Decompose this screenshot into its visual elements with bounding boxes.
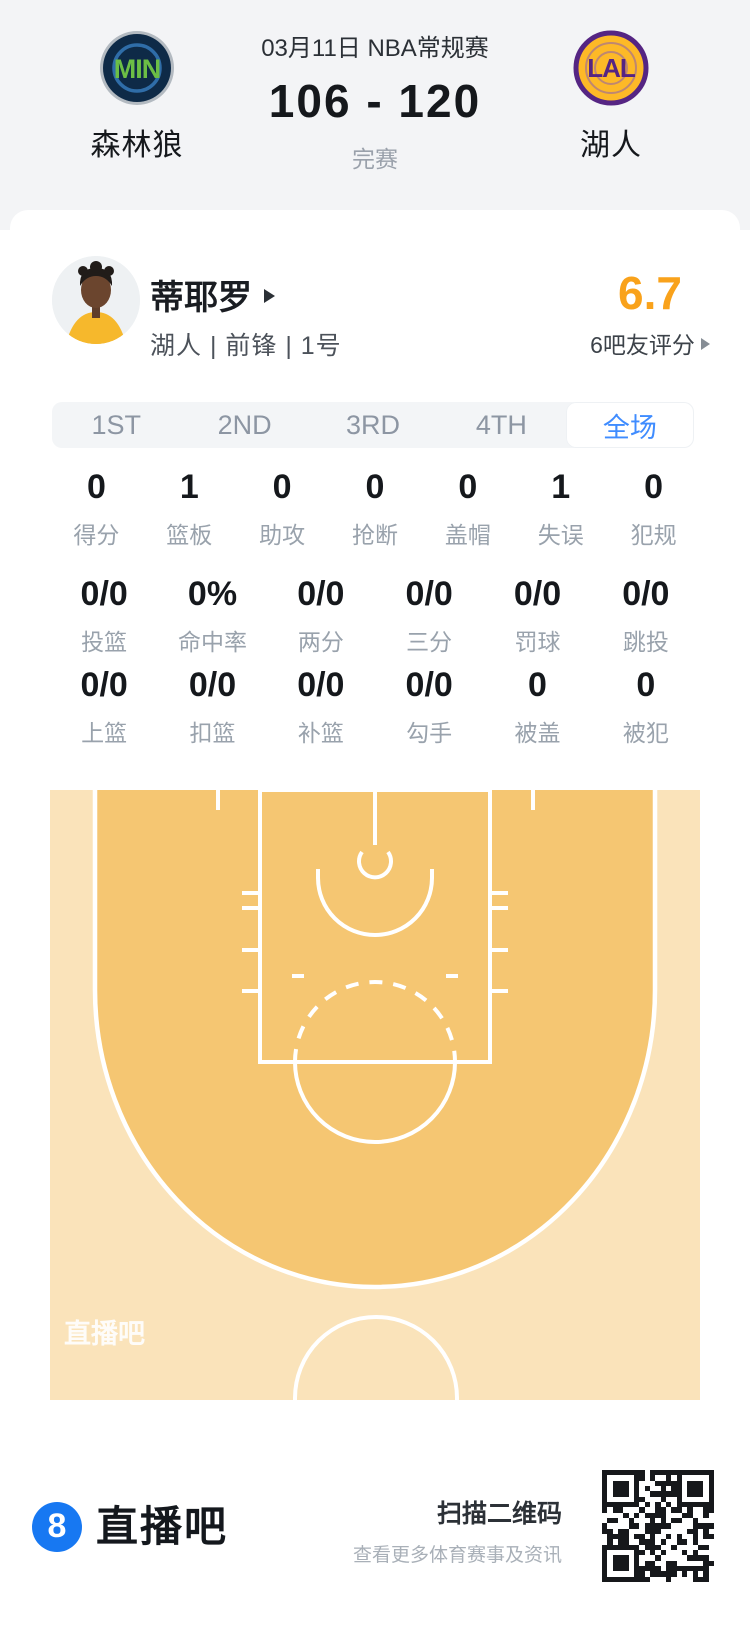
- player-detail-arrow-icon: [264, 289, 275, 303]
- stat-row-shot-types: 0/0 上篮 0/0 扣篮 0/0 补篮 0/0 勾手 0 被盖 0 被犯: [50, 666, 700, 748]
- rating-arrow-icon: [700, 338, 710, 350]
- svg-text:MIN: MIN: [114, 54, 161, 84]
- quarter-tabs: 1ST 2ND 3RD 4TH 全场: [52, 402, 695, 448]
- rating-label: 6吧友评分: [570, 326, 730, 360]
- stat-points: 0 得分: [73, 468, 120, 548]
- tab-1st[interactable]: 1ST: [91, 409, 141, 440]
- stat-jumpshot: 0/0 跳投: [622, 575, 670, 655]
- qr-title: 扫描二维码: [436, 1500, 562, 1528]
- player-name[interactable]: 蒂耶罗: [150, 270, 275, 319]
- stat-layup: 0/0 上篮: [80, 666, 128, 746]
- zhibo8-logo-icon: 8: [32, 1502, 82, 1552]
- footer-brand: 直播吧: [96, 1503, 229, 1550]
- qr-code: [602, 1470, 714, 1582]
- stat-ft: 0/0 罚球: [513, 575, 562, 655]
- stat-fg-pct: 0% 命中率: [177, 575, 247, 655]
- stat-blocks: 0 盖帽: [444, 468, 491, 548]
- stat-fg: 0/0 投篮: [80, 575, 128, 655]
- match-score: 106 - 120: [268, 75, 482, 127]
- stat-assists: 0 助攻: [259, 468, 306, 548]
- player-rating[interactable]: 6.7 6吧友评分: [570, 266, 730, 360]
- stat-blocked: 0 被盖: [514, 666, 561, 746]
- match-date: 03月11日 NBA常规赛: [261, 35, 489, 62]
- stat-fouled: 0 被犯: [622, 666, 669, 746]
- player-photo: [52, 256, 140, 344]
- tab-2nd[interactable]: 2ND: [217, 409, 272, 440]
- stat-row-shooting: 0/0 投篮 0% 命中率 0/0 两分 0/0 三分 0/0 罚球 0/0 跳投: [50, 575, 700, 657]
- match-status: 完赛: [352, 146, 398, 172]
- stat-steals: 0 抢断: [351, 468, 398, 548]
- qr-caption: 扫描二维码 查看更多体育赛事及资讯: [300, 1494, 562, 1567]
- team-home[interactable]: MIN 森林狼: [67, 30, 207, 164]
- lakers-logo-icon: LAL: [573, 30, 649, 106]
- team-home-name: 森林狼: [90, 129, 184, 162]
- svg-text:LAL: LAL: [587, 53, 636, 83]
- stat-2pt: 0/0 两分: [297, 575, 345, 655]
- court-watermark: 直播吧: [64, 1319, 145, 1349]
- timberwolves-logo-icon: MIN: [100, 31, 174, 105]
- stat-rebounds: 1 篮板: [166, 468, 213, 548]
- qr-subtitle: 查看更多体育赛事及资讯: [352, 1545, 562, 1566]
- stat-3pt: 0/0 三分: [405, 575, 453, 655]
- player-meta: 湖人 | 前锋 | 1号: [150, 332, 342, 360]
- stat-dunk: 0/0 扣篮: [188, 666, 237, 746]
- rating-value: 6.7: [618, 267, 682, 319]
- stat-putback: 0/0 补篮: [297, 666, 345, 746]
- tab-4th[interactable]: 4TH: [475, 409, 527, 440]
- stat-hook: 0/0 勾手: [405, 666, 453, 746]
- team-away[interactable]: LAL 湖人: [541, 30, 681, 164]
- stat-fouls: 0 犯规: [630, 468, 677, 548]
- court-diagram: 直播吧: [50, 790, 700, 1400]
- tab-full-game[interactable]: 全场: [565, 402, 695, 448]
- team-away-name: 湖人: [580, 129, 642, 162]
- stat-row-basic: 0 得分 1 篮板 0 助攻 0 抢断 0 盖帽 1 失误 0 犯规: [50, 468, 700, 550]
- player-avatar[interactable]: [52, 256, 140, 344]
- tab-3rd[interactable]: 3RD: [346, 409, 401, 440]
- stat-turnovers: 1 失误: [537, 468, 584, 548]
